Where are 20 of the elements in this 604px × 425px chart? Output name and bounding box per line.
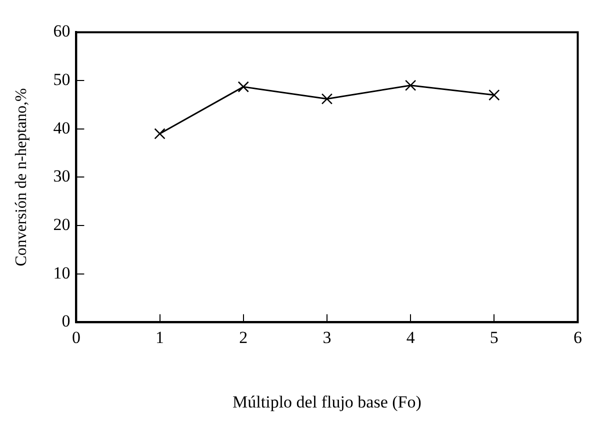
y-tick-label: 10 [53,263,70,282]
y-tick-label: 30 [53,166,70,186]
x-tick-label: 4 [406,328,416,347]
point [404,80,416,91]
y-tick-label: 0 [62,312,70,331]
x-tick-label: 6 [574,328,582,347]
y-tick-label: 60 [53,22,70,41]
x-tick-label: 3 [322,328,332,347]
x-tick-label: 1 [156,328,164,347]
point [238,81,249,92]
y-tick-label: 20 [53,215,70,234]
y-axis-title: Conversión de n-heptano,% [12,88,30,266]
y-tick-label: 40 [53,118,70,138]
point [321,93,333,104]
point [154,128,166,140]
y-tick-label: 50 [53,70,70,89]
x-tick-label: 2 [239,328,248,347]
x-axis-title: Múltiplo del flujo base (Fo) [232,392,422,412]
point [488,89,500,101]
x-tick-label: 5 [490,328,498,347]
